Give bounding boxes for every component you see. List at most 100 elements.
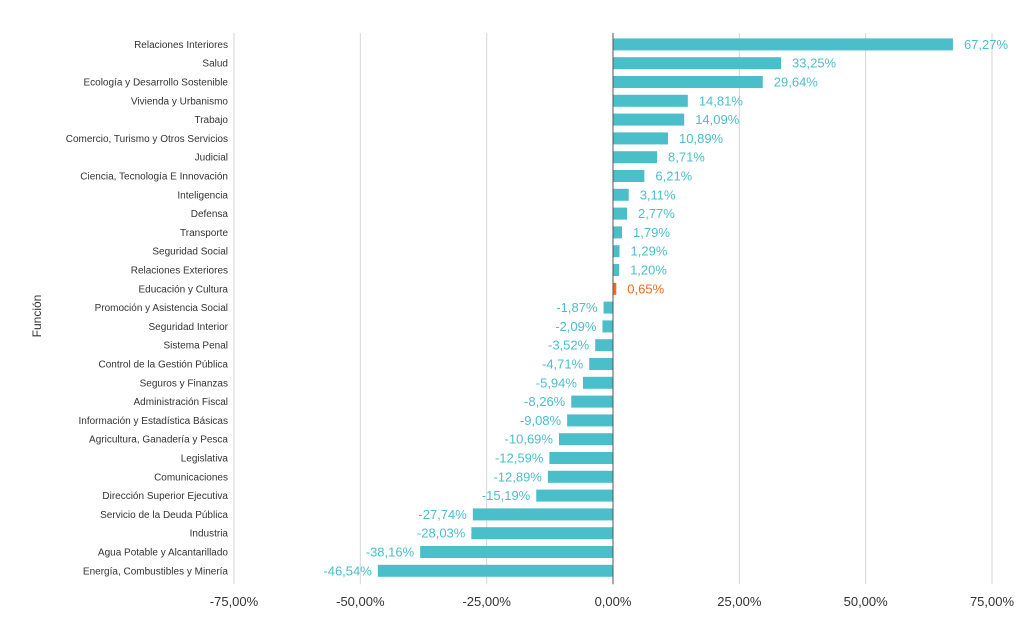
data-label: 14,81% — [699, 93, 744, 108]
data-label: 3,11% — [640, 187, 676, 202]
bar — [595, 339, 613, 352]
bar — [613, 57, 782, 70]
data-label: -12,59% — [495, 451, 544, 466]
bar — [547, 470, 613, 483]
bar — [582, 376, 613, 389]
x-tick-label: 50,00% — [844, 594, 889, 609]
category-label: Transporte — [180, 228, 228, 239]
category-label: Seguros y Finanzas — [140, 378, 228, 389]
bar — [536, 489, 613, 502]
bar — [603, 301, 613, 314]
bar — [613, 264, 620, 276]
category-label: Vivienda y Urbanismo — [131, 96, 229, 107]
data-label: -8,26% — [524, 394, 566, 409]
bar — [589, 358, 613, 370]
bar-layer — [377, 38, 953, 577]
bar — [420, 546, 613, 558]
data-label: 0,65% — [627, 281, 664, 296]
bar — [613, 38, 953, 51]
category-label: Ecología y Desarrollo Sostenible — [83, 78, 228, 89]
category-label: Agricultura, Ganadería y Pesca — [89, 435, 228, 446]
data-label: -4,71% — [542, 357, 584, 372]
data-label: -12,89% — [493, 469, 542, 484]
data-label: 10,89% — [679, 131, 724, 146]
category-label: Administración Fiscal — [134, 397, 228, 408]
data-label: 6,21% — [655, 169, 692, 184]
bar — [613, 170, 645, 182]
category-label: Judicial — [195, 153, 228, 164]
category-label: Educación y Cultura — [139, 284, 229, 295]
bar — [472, 508, 613, 521]
data-label: -27,74% — [418, 507, 467, 522]
category-label: Promoción y Asistencia Social — [95, 303, 228, 314]
x-tick-label: -50,00% — [336, 594, 385, 609]
data-label: 1,29% — [631, 244, 668, 259]
bar — [613, 94, 688, 107]
bar — [558, 433, 613, 446]
category-label: Relaciones Interiores — [134, 40, 228, 51]
category-label: Trabajo — [194, 115, 228, 126]
bar — [613, 226, 623, 239]
data-label: -1,87% — [556, 300, 598, 315]
data-label: -38,16% — [366, 545, 415, 560]
x-tick-label: -25,00% — [462, 594, 511, 609]
bar — [602, 320, 613, 333]
bar — [613, 245, 620, 258]
category-label: Salud — [202, 59, 228, 70]
data-label: 1,79% — [633, 225, 670, 240]
y-axis-label: Función — [30, 295, 44, 338]
bar — [613, 113, 685, 126]
category-label: Defensa — [191, 209, 229, 220]
bar — [567, 414, 613, 427]
x-tick-label-layer: -75,00% -50,00% -25,00% 0,00% 25,00% 50,00% 75… — [210, 594, 1015, 609]
category-label: Agua Potable y Alcantarillado — [98, 548, 229, 559]
data-label: 67,27% — [964, 37, 1009, 52]
bar — [613, 207, 627, 220]
data-label: 2,77% — [638, 206, 675, 221]
data-label: 8,71% — [668, 150, 705, 165]
data-label: 29,64% — [774, 75, 819, 90]
category-label: Comercio, Turismo y Otros Servicios — [66, 134, 228, 145]
grid-layer — [233, 33, 993, 585]
category-label: Control de la Gestión Pública — [98, 360, 228, 371]
category-label: Seguridad Social — [152, 247, 228, 258]
data-label: -9,08% — [520, 413, 562, 428]
bar — [613, 151, 658, 164]
bar — [471, 527, 613, 540]
data-label: -46,54% — [323, 563, 372, 578]
data-label: -3,52% — [548, 338, 590, 353]
category-label: Legislativa — [181, 454, 229, 465]
category-label: Dirección Superior Ejecutiva — [102, 491, 228, 502]
bar — [613, 76, 763, 88]
category-label: Relaciones Exteriores — [131, 266, 228, 277]
category-label-layer: Relaciones Interiores Salud Ecología y Des… — [66, 40, 229, 577]
bar — [613, 188, 629, 201]
bar — [613, 132, 669, 145]
category-label: Sistema Penal — [164, 341, 228, 352]
bar — [377, 564, 613, 577]
data-label: -28,03% — [417, 526, 466, 541]
bar — [571, 395, 613, 408]
data-label: 14,09% — [695, 112, 740, 127]
category-label: Energía, Combustibles y Minería — [83, 566, 229, 577]
data-label: 33,25% — [792, 56, 837, 71]
bar — [613, 282, 617, 295]
data-label-layer: 67,27% 33,25% 29,64% 14,81% 14,09% 10,89% 8,71… — [323, 37, 1008, 578]
category-label: Servicio de la Deuda Pública — [100, 510, 228, 521]
category-label: Información y Estadística Básicas — [78, 416, 228, 427]
data-label: 1,20% — [630, 263, 667, 278]
bar — [549, 452, 613, 464]
category-label: Inteligencia — [177, 190, 228, 201]
category-label: Industria — [190, 529, 229, 540]
x-tick-label: 0,00% — [595, 594, 632, 609]
data-label: -15,19% — [482, 488, 531, 503]
data-label: -10,69% — [505, 432, 554, 447]
category-label: Comunicaciones — [154, 472, 228, 483]
x-tick-label: 75,00% — [970, 594, 1015, 609]
category-label: Ciencia, Tecnología E Innovación — [80, 172, 228, 183]
category-label: Seguridad Interior — [149, 322, 229, 333]
x-tick-label: 25,00% — [717, 594, 762, 609]
x-tick-label: -75,00% — [210, 594, 259, 609]
